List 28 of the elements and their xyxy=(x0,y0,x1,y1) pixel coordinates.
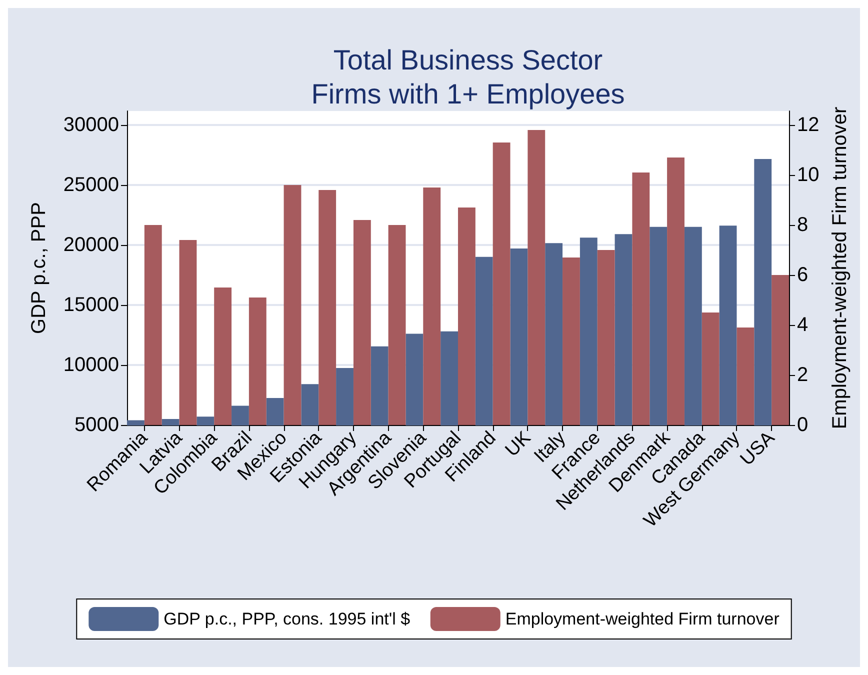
chart-title: Total Business Sector Firms with 1+ Employees xyxy=(311,44,625,110)
legend-label: Employment-weighted Firm turnover xyxy=(505,610,780,628)
bar xyxy=(248,298,266,425)
y2-tick-label: 8 xyxy=(797,214,808,236)
bar xyxy=(423,188,441,425)
y-tick-label: 20000 xyxy=(63,234,119,256)
bar xyxy=(388,225,406,425)
y-tick-label: 25000 xyxy=(63,174,119,196)
bar xyxy=(353,220,371,425)
y2-tick-label: 4 xyxy=(797,314,808,336)
bar xyxy=(318,190,336,425)
bar xyxy=(144,225,162,425)
y-tick-label: 5000 xyxy=(74,414,119,436)
y-axis-title: GDP p.c., PPP xyxy=(28,202,50,334)
y-tick-label: 30000 xyxy=(63,114,119,136)
bar xyxy=(284,185,302,425)
y2-tick-label: 12 xyxy=(797,114,820,136)
x-tick-label: UK xyxy=(502,427,536,462)
bar xyxy=(214,288,232,425)
bar xyxy=(179,240,197,425)
y-tick-label: 15000 xyxy=(63,294,119,316)
y2-tick-label: 0 xyxy=(797,414,808,436)
y2-tick-label: 10 xyxy=(797,164,820,186)
legend-label: GDP p.c., PPP, cons. 1995 int'l $ xyxy=(164,610,411,628)
y-tick-label: 10000 xyxy=(63,354,119,376)
y2-axis-title: Employment-weighted Firm turnover xyxy=(829,106,852,430)
y2-tick-label: 2 xyxy=(797,364,808,386)
y2-tick-label: 6 xyxy=(797,264,808,286)
